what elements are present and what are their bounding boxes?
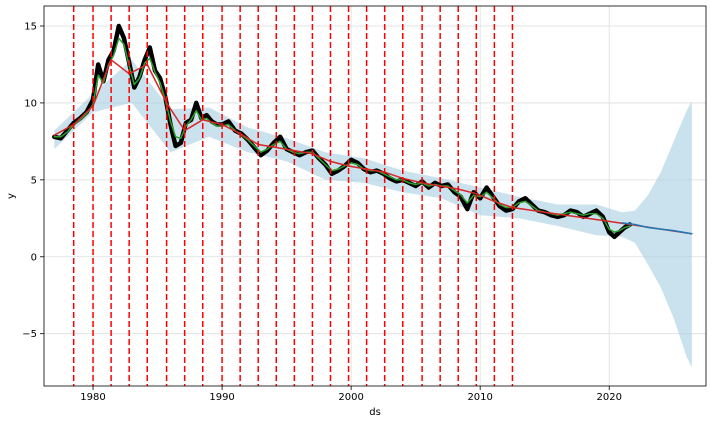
plot-frame — [43, 5, 707, 387]
x-tick-label: 2000 — [338, 392, 363, 403]
x-tick-label: 1980 — [80, 392, 105, 403]
forecast-series-line — [621, 222, 693, 235]
changepoint-layer — [72, 6, 514, 386]
x-axis: 1980 1990 2000 2010 2020 — [80, 386, 622, 403]
observed-series-line — [52, 23, 633, 240]
y-tick-label: 5 — [31, 175, 37, 186]
y-axis: −5 0 5 10 15 — [22, 22, 44, 340]
y-tick-label: 10 — [24, 98, 37, 109]
x-tick-label: 2010 — [467, 392, 492, 403]
x-tick-label: 2020 — [596, 392, 621, 403]
y-axis-label: y — [6, 193, 17, 199]
plot-area — [43, 5, 707, 387]
x-axis-label: ds — [369, 407, 381, 418]
uncertainty-band-layer — [54, 59, 692, 368]
y-tick-label: 0 — [31, 252, 37, 263]
y-tick-label: −5 — [22, 329, 37, 340]
y-tick-label: 15 — [24, 22, 37, 33]
x-tick-label: 1990 — [209, 392, 234, 403]
uncertainty-band — [54, 59, 692, 368]
